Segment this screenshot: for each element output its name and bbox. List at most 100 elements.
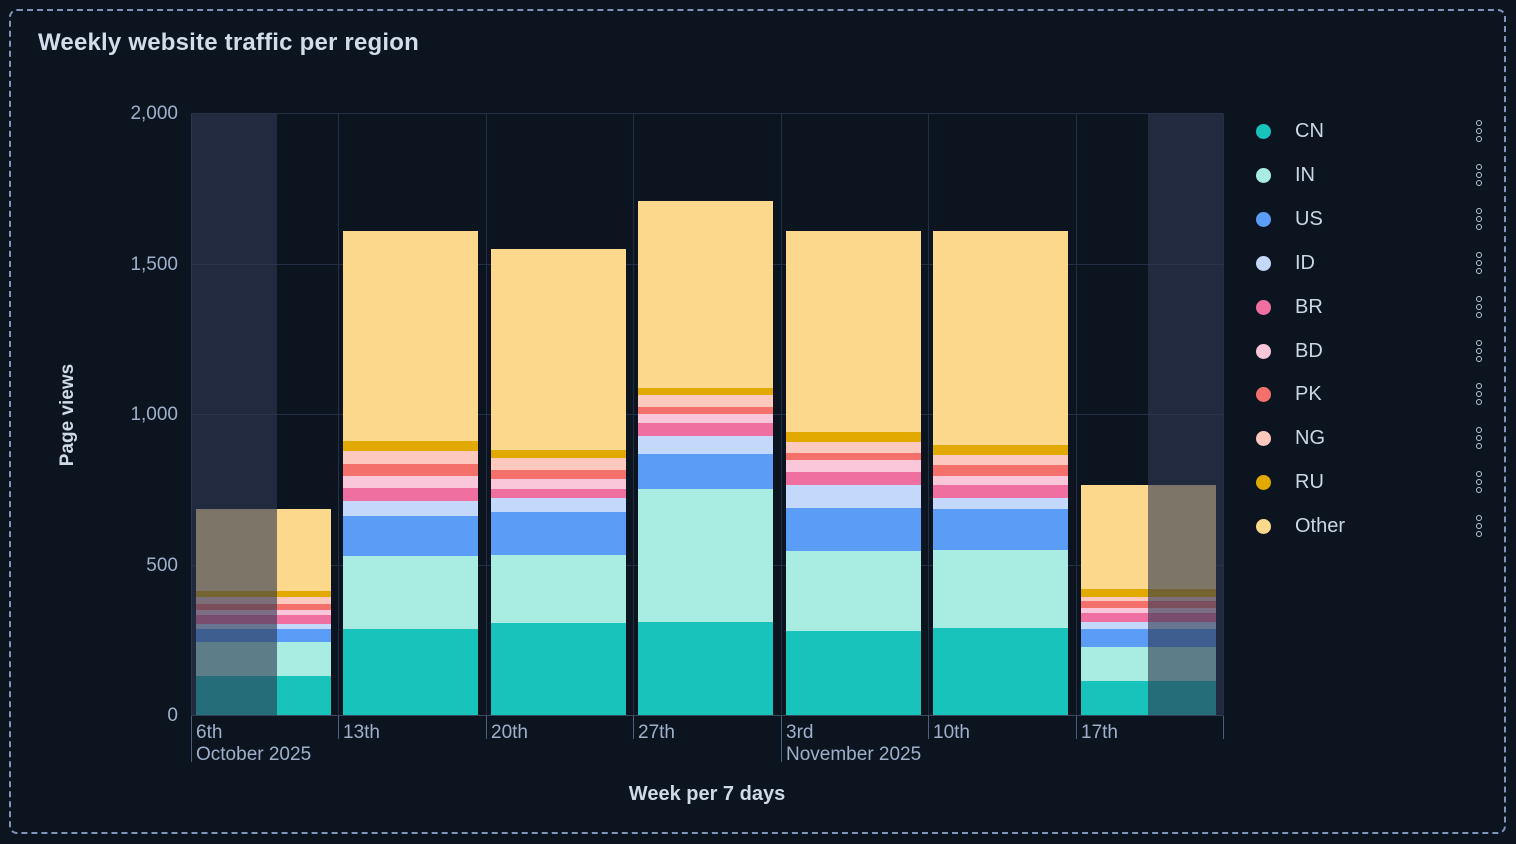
legend-color-dot (1256, 474, 1271, 490)
legend-item-NG[interactable]: NG (1254, 423, 1486, 453)
bar-segment-ID[interactable] (933, 497, 1068, 509)
legend-kebab-menu-icon[interactable] (1476, 119, 1482, 144)
legend-color-dot (1256, 255, 1271, 271)
bar-segment-IN[interactable] (638, 489, 773, 622)
bar-segment-US[interactable] (933, 508, 1068, 550)
bar-segment-CN[interactable] (638, 621, 773, 716)
legend-item-US[interactable]: US (1254, 204, 1486, 234)
y-tick-label: 500 (146, 554, 178, 576)
legend-color-dot (1256, 343, 1271, 359)
bar-segment-BR[interactable] (343, 487, 478, 502)
bar-segment-CN[interactable] (343, 628, 478, 716)
y-tick-label: 2,000 (130, 103, 178, 124)
bar-segment-CN[interactable] (786, 631, 921, 716)
x-tick-label-day: 20th (491, 722, 528, 743)
bar-segment-ID[interactable] (638, 436, 773, 455)
legend-label: BD (1295, 339, 1323, 362)
bar-week-13th (343, 114, 478, 716)
bar-segment-IN[interactable] (786, 551, 921, 632)
bar-segment-RU[interactable] (933, 444, 1068, 455)
bar-segment-ID[interactable] (343, 501, 478, 517)
bar-segment-RU[interactable] (491, 450, 626, 459)
legend-kebab-menu-icon[interactable] (1476, 207, 1482, 232)
legend-kebab-menu-icon[interactable] (1476, 163, 1482, 188)
bar-segment-CN[interactable] (933, 628, 1068, 716)
legend-label: BR (1295, 295, 1323, 318)
bar-segment-US[interactable] (638, 454, 773, 490)
bar-segment-US[interactable] (343, 516, 478, 557)
bar-segment-RU[interactable] (786, 431, 921, 442)
x-tick-label-day: 27th (638, 722, 675, 743)
legend-kebab-menu-icon[interactable] (1476, 470, 1482, 495)
bar-segment-Other[interactable] (491, 249, 626, 451)
x-tick-label-day: 6th (196, 722, 223, 743)
bar-week-3rd (786, 114, 921, 716)
bar-week-27th (638, 114, 773, 716)
legend-item-RU[interactable]: RU (1254, 467, 1486, 497)
legend-kebab-menu-icon[interactable] (1476, 339, 1482, 364)
legend-color-dot (1256, 518, 1271, 534)
x-tick-label-month: November 2025 (786, 744, 922, 765)
bar-segment-NG[interactable] (933, 454, 1068, 465)
bar-segment-RU[interactable] (343, 440, 478, 452)
bar-segment-BD[interactable] (343, 475, 478, 488)
legend-kebab-menu-icon[interactable] (1476, 382, 1482, 407)
legend-kebab-menu-icon[interactable] (1476, 251, 1482, 276)
bar-segment-NG[interactable] (343, 451, 478, 464)
bar-segment-NG[interactable] (491, 458, 626, 471)
bar-segment-BR[interactable] (786, 471, 921, 486)
x-tick-label-month: October 2025 (196, 744, 312, 765)
legend-color-dot (1256, 123, 1271, 139)
bar-segment-IN[interactable] (933, 549, 1068, 629)
bar-segment-BD[interactable] (638, 414, 773, 423)
legend-label: Other (1295, 514, 1346, 537)
bar-segment-RU[interactable] (638, 387, 773, 395)
legend-kebab-menu-icon[interactable] (1476, 514, 1482, 539)
legend-item-BD[interactable]: BD (1254, 336, 1486, 366)
bar-segment-NG[interactable] (786, 441, 921, 453)
gridline-x-5 (928, 114, 929, 716)
bar-segment-IN[interactable] (343, 556, 478, 629)
bar-segment-NG[interactable] (638, 394, 773, 407)
legend-item-BR[interactable]: BR (1254, 292, 1486, 322)
y-tick-label: 0 (167, 705, 178, 726)
x-tick-mark (338, 716, 339, 739)
bar-segment-BD[interactable] (786, 460, 921, 472)
legend-item-CN[interactable]: CN (1254, 116, 1486, 146)
bar-segment-Other[interactable] (638, 201, 773, 388)
legend-item-ID[interactable]: ID (1254, 248, 1486, 278)
bar-segment-Other[interactable] (933, 230, 1068, 445)
x-tick-mark (1076, 716, 1077, 739)
bar-segment-Other[interactable] (343, 231, 478, 441)
bar-segment-ID[interactable] (491, 497, 626, 512)
bar-segment-PK[interactable] (933, 464, 1068, 477)
bar-segment-BD[interactable] (491, 479, 626, 490)
x-tick-label-day: 3rd (786, 722, 814, 743)
bar-segment-PK[interactable] (638, 406, 773, 415)
legend-item-Other[interactable]: Other (1254, 511, 1486, 541)
legend-kebab-menu-icon[interactable] (1476, 295, 1482, 320)
bar-segment-BR[interactable] (491, 489, 626, 498)
legend-item-IN[interactable]: IN (1254, 160, 1486, 190)
bar-segment-BR[interactable] (638, 422, 773, 437)
x-tick-mark (781, 716, 782, 762)
bar-segment-PK[interactable] (343, 463, 478, 476)
bar-segment-BR[interactable] (933, 485, 1068, 498)
bar-segment-US[interactable] (786, 507, 921, 552)
legend-color-dot (1256, 211, 1271, 227)
bar-segment-BD[interactable] (933, 476, 1068, 486)
bar-segment-CN[interactable] (491, 623, 626, 716)
bar-segment-Other[interactable] (786, 231, 921, 432)
gridline-x-3 (633, 114, 634, 716)
bar-segment-PK[interactable] (786, 452, 921, 461)
chart-title: Weekly website traffic per region (38, 29, 419, 56)
bar-segment-ID[interactable] (786, 485, 921, 508)
legend-color-dot (1256, 167, 1271, 183)
legend-item-PK[interactable]: PK (1254, 379, 1486, 409)
bar-segment-US[interactable] (491, 511, 626, 555)
panel-frame: Weekly website traffic per region Page v… (9, 9, 1506, 834)
legend-kebab-menu-icon[interactable] (1476, 426, 1482, 451)
gridline-x-6 (1076, 114, 1077, 716)
bar-segment-PK[interactable] (491, 470, 626, 480)
bar-segment-IN[interactable] (491, 554, 626, 624)
